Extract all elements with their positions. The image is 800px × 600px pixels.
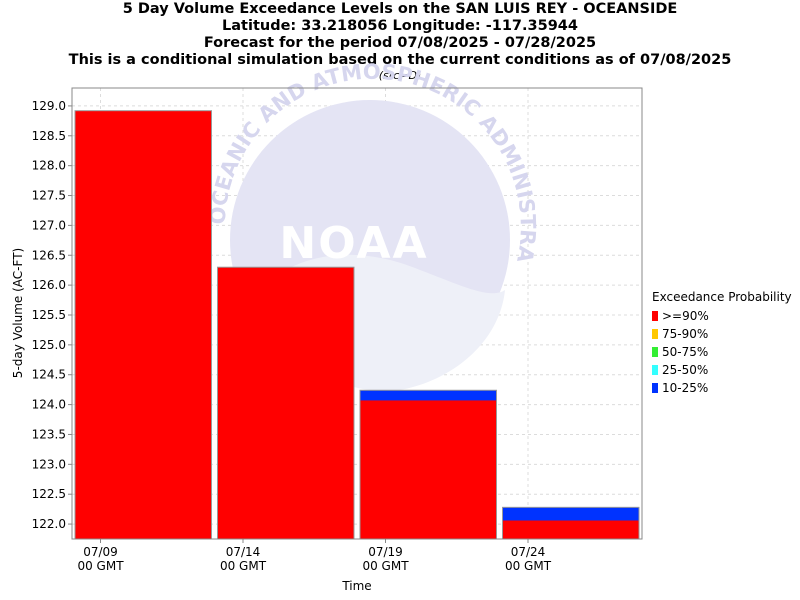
legend-item: 25-50% bbox=[652, 361, 792, 379]
x-tick-label: 07/24 00 GMT bbox=[505, 545, 552, 573]
legend-item: >=90% bbox=[652, 307, 792, 325]
y-tick-label: 127.5 bbox=[32, 189, 66, 203]
legend-label: 75-90% bbox=[662, 327, 709, 341]
legend-item: 75-90% bbox=[652, 325, 792, 343]
legend-item: 50-75% bbox=[652, 343, 792, 361]
y-tick-label: 125.0 bbox=[32, 338, 66, 352]
x-tick-label: 07/09 00 GMT bbox=[77, 545, 124, 573]
source-note: (src=D) bbox=[378, 69, 422, 82]
legend: Exceedance Probability >=90% 75-90% 50-7… bbox=[652, 289, 792, 397]
bar-segment bbox=[360, 400, 497, 539]
chart-condition-note: This is a conditional simulation based o… bbox=[68, 52, 732, 68]
legend-swatch bbox=[652, 329, 658, 339]
plot-border bbox=[71, 87, 643, 540]
legend-swatch bbox=[652, 383, 658, 393]
y-tick-label: 125.5 bbox=[32, 308, 66, 322]
chart-title: 5 Day Volume Exceedance Levels on the SA… bbox=[122, 1, 678, 17]
y-tick-label: 126.5 bbox=[32, 248, 66, 262]
legend-swatch bbox=[652, 347, 658, 357]
bar-segment bbox=[217, 267, 354, 539]
chart-title-block: 5 Day Volume Exceedance Levels on the SA… bbox=[0, 1, 800, 83]
y-tick-label: 122.0 bbox=[32, 517, 66, 531]
legend-item: 10-25% bbox=[652, 379, 792, 397]
legend-title: Exceedance Probability bbox=[652, 290, 792, 304]
bar-segment bbox=[502, 520, 639, 539]
x-tick-label: 07/19 00 GMT bbox=[362, 545, 409, 573]
legend-label: 25-50% bbox=[662, 363, 709, 377]
y-tick-label: 128.5 bbox=[32, 129, 66, 143]
legend-swatch bbox=[652, 311, 658, 321]
watermark-logo-text: NOAA bbox=[279, 218, 428, 269]
legend-swatch bbox=[652, 365, 658, 375]
x-axis-label: Time bbox=[341, 579, 371, 593]
bar-segment bbox=[75, 110, 212, 539]
chart-period: Forecast for the period 07/08/2025 - 07/… bbox=[203, 35, 597, 51]
y-tick-label: 129.0 bbox=[32, 99, 66, 113]
bar-series bbox=[74, 110, 640, 540]
x-tick-label: 07/14 00 GMT bbox=[220, 545, 267, 573]
y-tick-label: 124.0 bbox=[32, 398, 66, 412]
y-tick-label: 123.0 bbox=[32, 457, 66, 471]
legend-label: >=90% bbox=[662, 309, 709, 323]
y-axis: 122.0 122.5 123.0 123.5 124.0 124.5 125.0 125.5… bbox=[32, 99, 72, 531]
y-tick-label: 124.5 bbox=[32, 368, 66, 382]
y-axis-label: 5-day Volume (AC-FT) bbox=[11, 248, 25, 378]
chart-location: Latitude: 33.218056 Longitude: -117.3594… bbox=[222, 18, 578, 34]
legend-label: 50-75% bbox=[662, 345, 709, 359]
y-tick-label: 127.0 bbox=[32, 218, 66, 232]
y-tick-label: 126.0 bbox=[32, 278, 66, 292]
y-tick-label: 128.0 bbox=[32, 159, 66, 173]
y-tick-label: 123.5 bbox=[32, 427, 66, 441]
y-tick-label: 122.5 bbox=[32, 487, 66, 501]
legend-label: 10-25% bbox=[662, 381, 709, 395]
x-axis: 07/09 00 GMT 07/14 00 GMT 07/19 00 GMT 07/24 00… bbox=[77, 539, 552, 573]
